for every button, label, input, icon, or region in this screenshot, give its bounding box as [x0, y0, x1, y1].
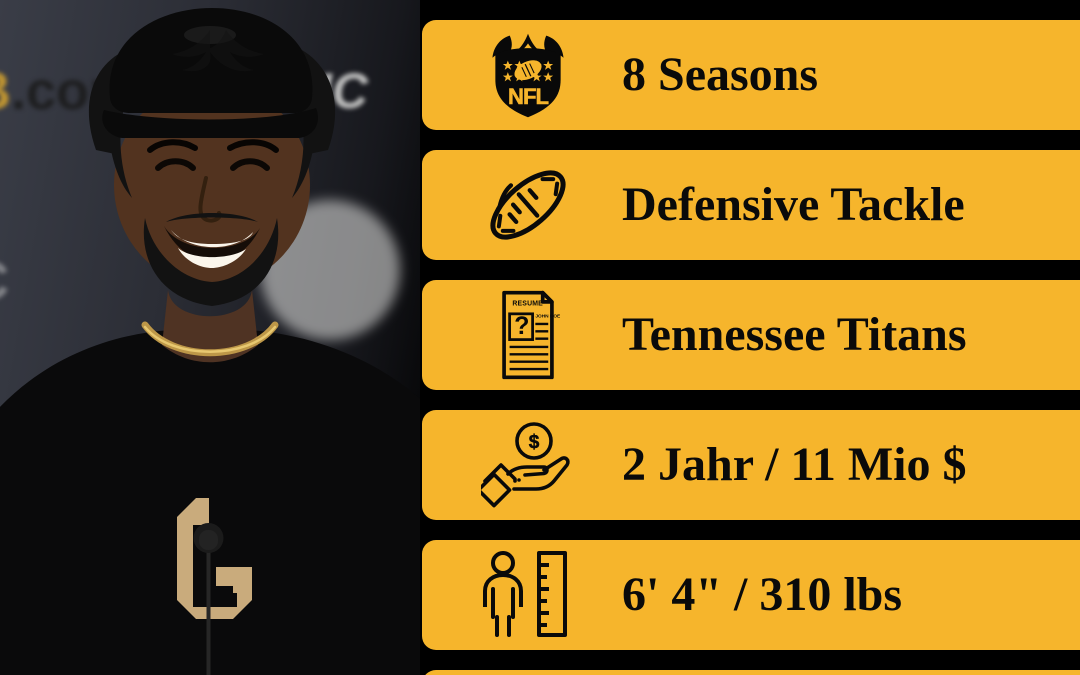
svg-text:JOHN DOE: JOHN DOE	[535, 314, 560, 320]
svg-text:NFL: NFL	[508, 84, 549, 109]
svg-text:$: $	[528, 432, 539, 453]
svg-text:?: ?	[514, 313, 529, 340]
svg-text:RESUME: RESUME	[512, 301, 543, 308]
